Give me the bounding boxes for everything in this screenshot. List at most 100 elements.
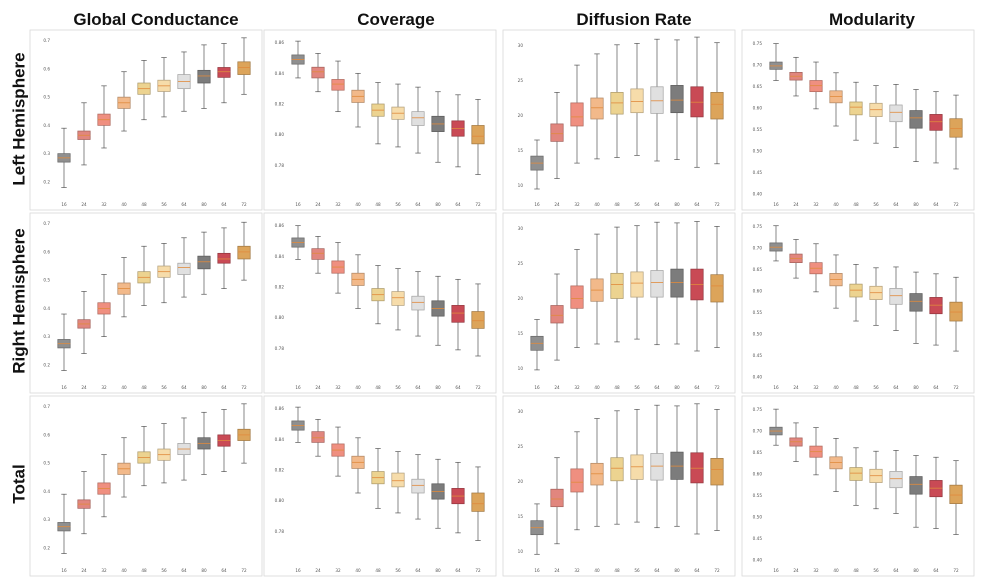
x-tick-label: 16	[534, 385, 540, 390]
y-tick-label: 10	[518, 366, 524, 371]
y-tick-label: 20	[518, 296, 524, 301]
box-iqr	[610, 457, 624, 482]
box-iqr	[949, 118, 963, 138]
box-16	[291, 40, 305, 79]
box-80	[670, 405, 684, 527]
box-80	[431, 91, 445, 163]
box-iqr	[197, 69, 211, 84]
box-16	[769, 43, 783, 81]
y-tick-label: 0.2	[43, 545, 50, 550]
x-tick-label: 16	[773, 568, 779, 573]
y-tick-label: 0.84	[275, 71, 285, 76]
y-tick-label: 0.55	[753, 310, 763, 315]
y-tick-label: 0.45	[753, 353, 763, 358]
panel-left-hemisphere-modularity: 0.40 0.45 0.50 0.55 0.60 0.65 0.70 0.75 16 24 32 40…	[741, 29, 975, 211]
box-40	[829, 438, 843, 492]
box-iqr	[889, 104, 903, 123]
x-tick-label: 80	[201, 568, 207, 573]
box-72	[471, 283, 485, 357]
box-iqr	[570, 468, 584, 493]
y-tick-label: 0.6	[43, 66, 50, 71]
box-80	[670, 39, 684, 160]
panel-frame	[502, 212, 736, 394]
box-24	[789, 422, 803, 462]
box-56	[157, 243, 171, 304]
box-40	[829, 254, 843, 309]
x-tick-label: 32	[335, 568, 341, 573]
box-16	[57, 493, 71, 554]
y-tick-label: 0.75	[753, 224, 763, 229]
box-iqr	[849, 101, 863, 116]
box-iqr	[570, 102, 584, 127]
box-iqr	[391, 472, 405, 488]
y-tick-label: 25	[518, 261, 524, 266]
panel-left-hemisphere-coverage: 0.78 0.80 0.82 0.84 0.86 16 24 32 40 48 56 64 80 64 72	[263, 29, 497, 211]
panel-right-hemisphere-coverage: 0.78 0.80 0.82 0.84 0.86 16 24 32 40 48 56 64 80 64 72	[263, 212, 497, 394]
x-tick-label: 80	[435, 202, 441, 207]
x-tick-label: 56	[873, 385, 879, 390]
box-iqr	[311, 248, 325, 260]
x-tick-label: 64	[893, 568, 899, 573]
box-32	[809, 243, 823, 293]
box-iqr	[929, 297, 943, 315]
box-48	[849, 264, 863, 322]
box-iqr	[311, 431, 325, 443]
x-tick-label: 80	[674, 385, 680, 390]
box-72	[949, 94, 963, 170]
x-tick-label: 64	[181, 385, 187, 390]
y-tick-label: 0.60	[753, 288, 763, 293]
box-iqr	[550, 123, 564, 142]
box-32	[97, 454, 111, 518]
box-16	[57, 313, 71, 371]
box-80	[909, 271, 923, 344]
box-64	[411, 454, 425, 520]
box-iqr	[829, 456, 843, 470]
x-tick-label: 56	[395, 385, 401, 390]
y-tick-label: 0.2	[43, 362, 50, 367]
y-tick-label: 0.80	[275, 498, 285, 503]
box-64	[929, 456, 943, 529]
y-tick-label: 0.60	[753, 471, 763, 476]
y-tick-label: 0.86	[275, 40, 285, 45]
x-tick-label: 16	[773, 202, 779, 207]
y-tick-label: 0.5	[43, 461, 50, 466]
x-tick-label: 24	[315, 568, 321, 573]
box-80	[197, 231, 211, 295]
box-iqr	[471, 311, 485, 329]
box-iqr	[411, 478, 425, 494]
box-64	[217, 409, 231, 472]
column-title-coverage: Coverage	[357, 10, 435, 29]
x-tick-label: 16	[295, 568, 301, 573]
box-40	[590, 53, 604, 160]
box-48	[137, 426, 151, 487]
x-tick-label: 32	[813, 568, 819, 573]
box-iqr	[590, 97, 604, 120]
y-tick-label: 20	[518, 479, 524, 484]
x-tick-label: 48	[853, 385, 859, 390]
box-iqr	[889, 471, 903, 489]
x-tick-label: 32	[574, 568, 580, 573]
box-56	[157, 423, 171, 484]
box-24	[77, 102, 91, 166]
y-tick-label: 0.70	[753, 246, 763, 251]
box-iqr	[849, 467, 863, 481]
box-iqr	[809, 80, 823, 93]
x-tick-label: 24	[81, 385, 87, 390]
y-tick-label: 0.50	[753, 148, 763, 153]
box-24	[77, 291, 91, 354]
x-tick-label: 48	[853, 202, 859, 207]
y-tick-label: 0.82	[275, 102, 285, 107]
x-tick-label: 80	[435, 568, 441, 573]
x-tick-label: 72	[953, 568, 959, 573]
panel-right-hemisphere-diffusion-rate: 10 15 20 25 30 16 24 32 40 48 56 64 80 64 72	[502, 212, 736, 394]
y-tick-label: 0.7	[43, 221, 50, 226]
box-64	[217, 227, 231, 289]
x-tick-label: 56	[395, 202, 401, 207]
box-iqr	[630, 88, 644, 114]
box-64	[177, 237, 191, 298]
y-tick-label: 0.50	[753, 331, 763, 336]
y-tick-label: 25	[518, 444, 524, 449]
box-48	[371, 82, 385, 145]
box-24	[789, 239, 803, 279]
x-tick-label: 16	[534, 202, 540, 207]
